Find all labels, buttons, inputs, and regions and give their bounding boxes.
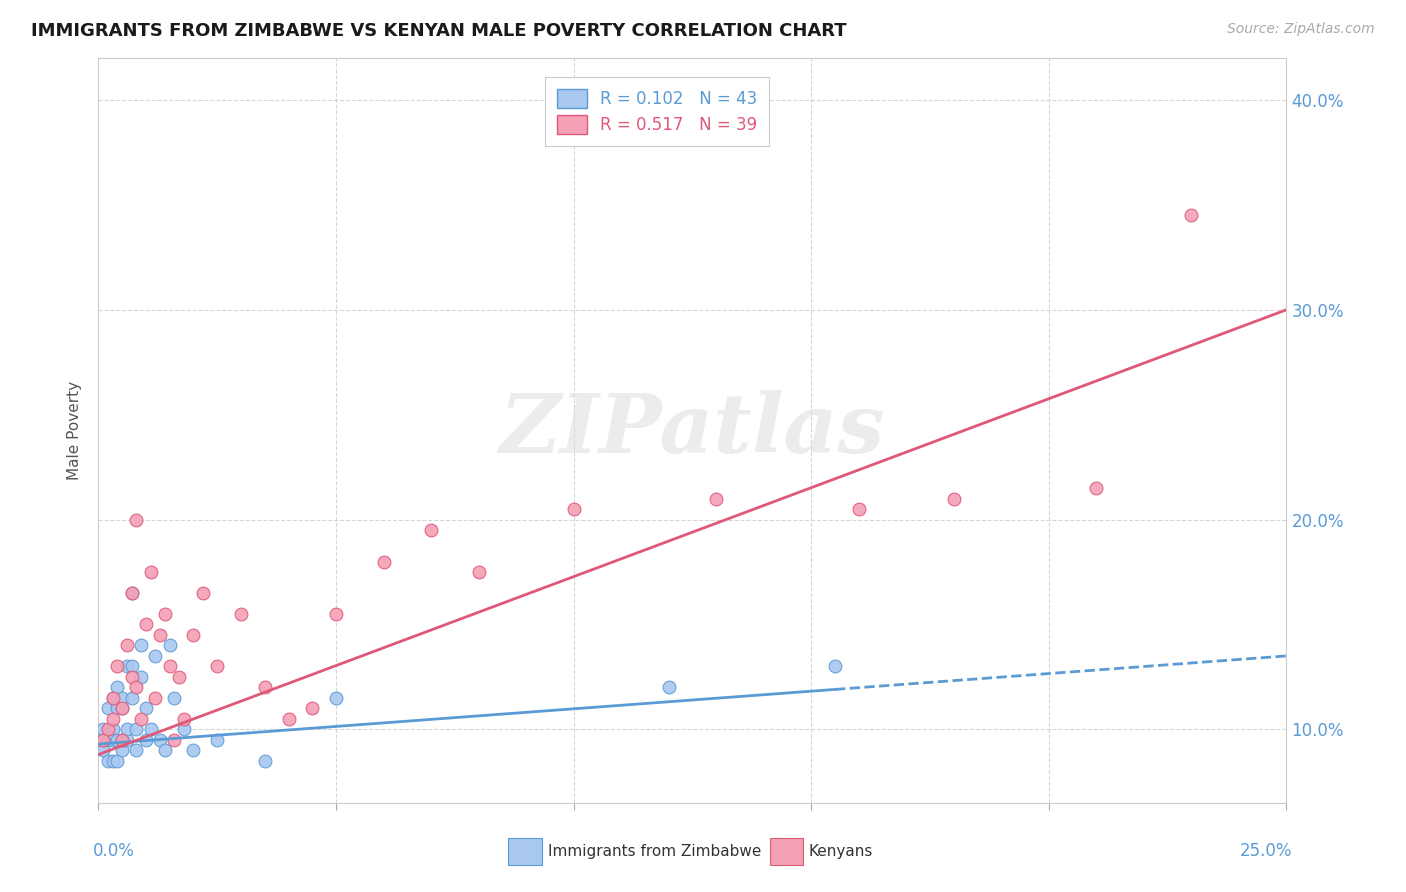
- Point: [1180, 208, 1202, 222]
- Point: [135, 732, 157, 747]
- Point: [207, 659, 229, 673]
- Point: [115, 723, 138, 737]
- Point: [145, 690, 167, 705]
- Point: [129, 639, 152, 653]
- Text: 25.0%: 25.0%: [1240, 842, 1292, 860]
- Point: [325, 690, 347, 705]
- Point: [107, 701, 129, 715]
- Point: [97, 723, 120, 737]
- Point: [149, 732, 172, 747]
- Point: [277, 712, 299, 726]
- Point: [97, 754, 120, 768]
- Point: [125, 743, 148, 757]
- Point: [121, 586, 143, 600]
- Point: [153, 607, 176, 621]
- Point: [115, 639, 138, 653]
- Point: [145, 648, 167, 663]
- Point: [101, 732, 124, 747]
- Point: [848, 502, 870, 516]
- Point: [111, 690, 134, 705]
- Point: [163, 690, 186, 705]
- Point: [115, 732, 138, 747]
- Point: [824, 659, 846, 673]
- Point: [183, 628, 205, 642]
- Point: [139, 565, 162, 579]
- Point: [149, 628, 172, 642]
- Point: [139, 723, 162, 737]
- Text: IMMIGRANTS FROM ZIMBABWE VS KENYAN MALE POVERTY CORRELATION CHART: IMMIGRANTS FROM ZIMBABWE VS KENYAN MALE …: [31, 22, 846, 40]
- Point: [107, 732, 129, 747]
- Point: [101, 690, 124, 705]
- Point: [111, 701, 134, 715]
- Point: [183, 743, 205, 757]
- Point: [91, 723, 114, 737]
- Point: [121, 586, 143, 600]
- Point: [91, 732, 114, 747]
- Point: [253, 754, 276, 768]
- Point: [704, 491, 727, 506]
- Point: [97, 701, 120, 715]
- Text: Kenyans: Kenyans: [808, 844, 873, 859]
- Point: [125, 723, 148, 737]
- Text: Source: ZipAtlas.com: Source: ZipAtlas.com: [1227, 22, 1375, 37]
- Text: 0.0%: 0.0%: [93, 842, 135, 860]
- Point: [111, 732, 134, 747]
- Point: [121, 690, 143, 705]
- Point: [101, 712, 124, 726]
- Point: [97, 732, 120, 747]
- Point: [101, 690, 124, 705]
- Point: [135, 701, 157, 715]
- Point: [111, 732, 134, 747]
- Point: [229, 607, 252, 621]
- Point: [101, 754, 124, 768]
- Point: [1085, 481, 1108, 495]
- Point: [562, 502, 585, 516]
- Point: [125, 681, 148, 695]
- Point: [191, 586, 214, 600]
- Point: [129, 712, 152, 726]
- Point: [467, 565, 489, 579]
- Point: [107, 681, 129, 695]
- Point: [159, 659, 181, 673]
- Point: [135, 617, 157, 632]
- Point: [107, 659, 129, 673]
- Point: [301, 701, 323, 715]
- Point: [111, 743, 134, 757]
- Point: [91, 732, 114, 747]
- Point: [101, 723, 124, 737]
- Point: [173, 723, 195, 737]
- Point: [111, 701, 134, 715]
- FancyBboxPatch shape: [769, 838, 803, 864]
- Point: [942, 491, 965, 506]
- Point: [253, 681, 276, 695]
- Point: [173, 712, 195, 726]
- Point: [125, 512, 148, 526]
- Text: Immigrants from Zimbabwe: Immigrants from Zimbabwe: [547, 844, 761, 859]
- Point: [658, 681, 681, 695]
- Point: [129, 670, 152, 684]
- Point: [167, 670, 190, 684]
- Y-axis label: Male Poverty: Male Poverty: [67, 381, 83, 480]
- Point: [121, 670, 143, 684]
- Point: [153, 743, 176, 757]
- Point: [121, 659, 143, 673]
- Point: [207, 732, 229, 747]
- Legend: R = 0.102   N = 43, R = 0.517   N = 39: R = 0.102 N = 43, R = 0.517 N = 39: [546, 78, 769, 146]
- Point: [107, 754, 129, 768]
- Point: [163, 732, 186, 747]
- Point: [420, 523, 443, 537]
- Point: [159, 639, 181, 653]
- Text: ZIPatlas: ZIPatlas: [499, 391, 886, 470]
- Point: [115, 659, 138, 673]
- FancyBboxPatch shape: [509, 838, 541, 864]
- Point: [325, 607, 347, 621]
- Point: [373, 555, 395, 569]
- Point: [91, 743, 114, 757]
